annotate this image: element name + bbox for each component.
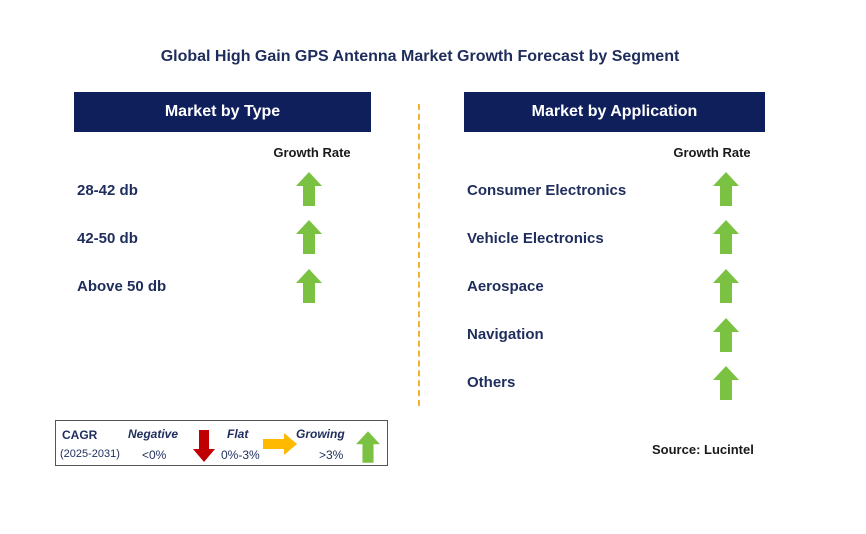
application-row-label: Vehicle Electronics [467,230,604,247]
legend-growing-label: Growing [296,427,345,441]
growing-arrow-icon [296,172,322,206]
type-row-label: Above 50 db [77,278,167,295]
legend-flat-label: Flat [227,427,249,441]
type-row-label: 28-42 db [77,182,138,199]
flat-arrow-icon [263,433,297,455]
legend-negative-label: Negative [128,427,179,441]
legend-negative-value: <0% [142,448,167,462]
legend-cagr-label: CAGR [62,428,98,442]
legend-growing-value: >3% [319,448,344,462]
type-row-label: 42-50 db [77,230,138,247]
growing-arrow-icon [713,366,739,400]
chart-title: Global High Gain GPS Antenna Market Grow… [160,48,680,65]
application-row-label: Others [467,374,516,391]
legend-flat-value: 0%-3% [221,448,260,462]
panel-header-application: Market by Application [464,92,765,132]
growth-rate-header-type: Growth Rate [273,145,351,160]
growing-arrow-icon [713,172,739,206]
growing-arrow-icon [713,318,739,352]
legend-box: CAGR (2025-2031) Negative <0% Flat 0%-3%… [55,420,388,466]
growing-arrow-icon [356,431,380,463]
negative-arrow-icon [193,430,215,462]
source-credit: Source: Lucintel [652,442,754,457]
growing-arrow-icon [296,269,322,303]
application-row-label: Consumer Electronics [467,182,627,199]
growing-arrow-icon [296,220,322,254]
panel-header-type: Market by Type [74,92,371,132]
growing-arrow-icon [713,220,739,254]
application-row-label: Navigation [467,326,544,343]
application-row-label: Aerospace [467,278,544,295]
growing-arrow-icon [713,269,739,303]
growth-rate-header-application: Growth Rate [673,145,751,160]
panel-divider [418,104,420,406]
legend-period: (2025-2031) [60,448,120,460]
